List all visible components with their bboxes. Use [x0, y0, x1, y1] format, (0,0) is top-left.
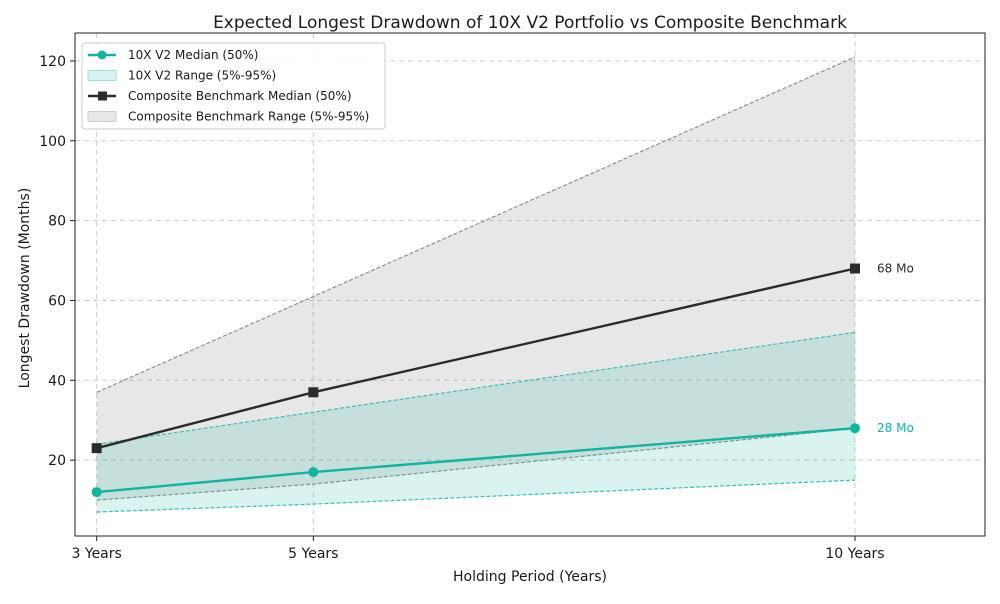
y-tick-label: 80 — [48, 214, 66, 230]
benchmark-range-lower-line — [96, 427, 856, 501]
legend-band-swatch — [87, 111, 117, 122]
x-tick-label: 3 Years — [72, 546, 122, 562]
legend-label: 10X V2 Range (5%-95%) — [128, 69, 276, 83]
y-axis-label: Longest Drawdown (Months) — [17, 188, 33, 389]
legend-circle-marker — [97, 50, 107, 60]
band-layer — [96, 56, 856, 513]
x-tick-label: 10 Years — [825, 546, 884, 562]
end-value-label: 68 Mo — [877, 262, 914, 276]
chart-title: Expected Longest Drawdown of 10X V2 Port… — [213, 13, 847, 33]
legend-item-benchmark-median: Composite Benchmark Median (50%) — [88, 89, 352, 103]
v2-range-upper-line — [96, 331, 856, 445]
legend-item-v2-median: 10X V2 Median (50%) — [88, 48, 258, 62]
tick-layer: 3 Years 5 Years 10 Years 20 40 60 80 100 120 — [39, 54, 884, 562]
x-axis-label: Holding Period (Years) — [453, 569, 607, 585]
plot-frame — [74, 32, 986, 537]
y-tick-label: 60 — [48, 293, 66, 309]
y-tick-label: 40 — [48, 373, 66, 389]
y-tick-label: 120 — [39, 54, 66, 70]
v2-median-point — [308, 467, 319, 478]
legend-item-benchmark-range: Composite Benchmark Range (5%-95%) — [87, 110, 369, 124]
annotation-layer: 68 Mo 28 Mo — [877, 262, 914, 436]
v2-median-point — [91, 487, 102, 498]
legend-box — [81, 42, 386, 130]
y-tick-label: 100 — [39, 134, 66, 150]
legend-band-swatch — [87, 70, 117, 81]
legend-item-v2-range: 10X V2 Range (5%-95%) — [87, 69, 276, 83]
legend-label: Composite Benchmark Median (50%) — [128, 89, 352, 103]
v2-range-lower-line — [96, 479, 856, 513]
legend-label: Composite Benchmark Range (5%-95%) — [128, 110, 369, 124]
legend-square-marker — [98, 91, 107, 101]
legend-label: 10X V2 Median (50%) — [128, 48, 258, 62]
x-tick-label: 5 Years — [288, 546, 338, 562]
v2-range-band — [96, 332, 855, 512]
v2-median-point — [850, 423, 860, 434]
legend: 10X V2 Median (50%) 10X V2 Range (5%-95%)… — [81, 42, 386, 130]
benchmark-median-point — [308, 387, 319, 398]
benchmark-range-upper-line — [96, 56, 856, 393]
benchmark-median-point — [91, 443, 102, 454]
end-value-label: 28 Mo — [877, 421, 914, 435]
benchmark-range-band — [96, 57, 855, 501]
y-tick-label: 20 — [48, 453, 66, 469]
benchmark-median-point — [850, 263, 860, 274]
marker-layer — [91, 263, 860, 498]
